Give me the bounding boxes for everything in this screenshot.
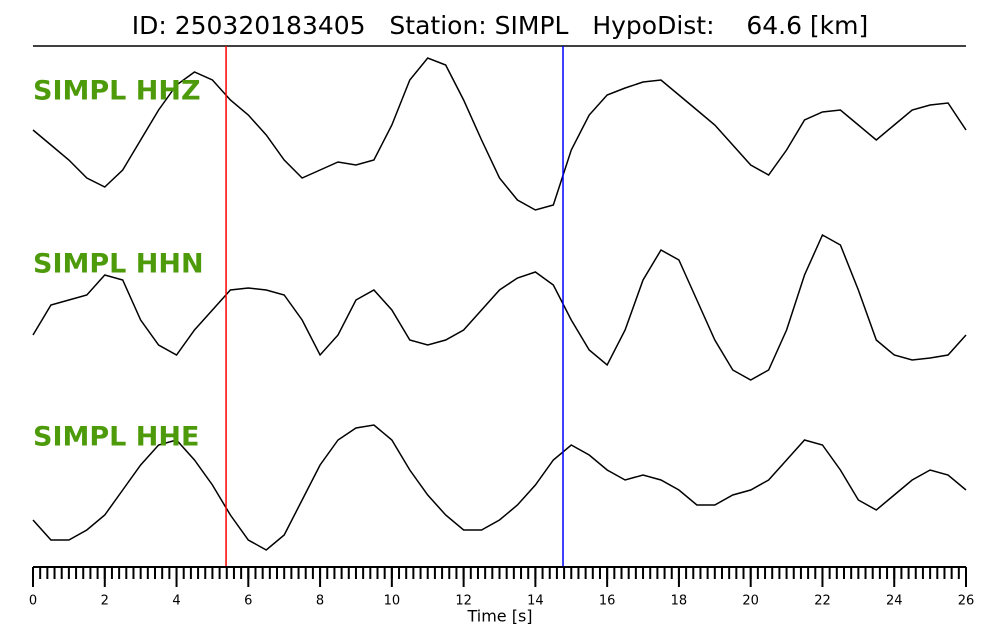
chart-title: ID: 250320183405 Station: SIMPL HypoDist… (132, 11, 869, 40)
x-axis-label: Time [s] (466, 607, 532, 626)
x-tick-label: 18 (671, 594, 688, 609)
x-tick-label: 6 (244, 594, 252, 609)
trace-label: SIMPL HHZ (33, 76, 201, 107)
trace (32, 233, 967, 381)
x-tick-label: 8 (316, 594, 324, 609)
x-tick-label: 14 (527, 594, 544, 609)
x-tick-label: 22 (814, 594, 831, 609)
x-tick-label: 20 (742, 594, 759, 609)
x-tick-label: 16 (599, 594, 616, 609)
trace-label: SIMPL HHN (33, 249, 204, 280)
x-tick-label: 26 (958, 594, 975, 609)
x-tick-label: 2 (101, 594, 109, 609)
trace (32, 57, 967, 211)
trace-label: SIMPL HHE (33, 422, 199, 453)
x-tick-label: 0 (29, 594, 37, 609)
x-tick-label: 12 (455, 594, 472, 609)
x-tick-label: 4 (172, 594, 180, 609)
x-tick-label: 10 (384, 594, 401, 609)
x-tick-label: 24 (886, 594, 903, 609)
trace (32, 424, 967, 551)
